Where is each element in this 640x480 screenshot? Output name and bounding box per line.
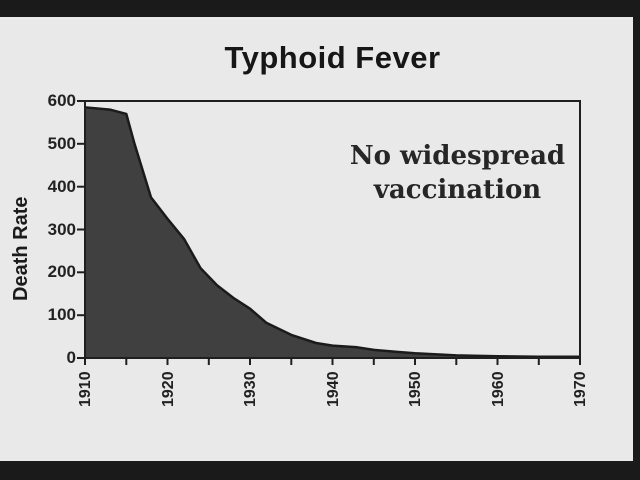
area-fill: [85, 107, 580, 359]
chart-title: Typhoid Fever: [224, 40, 441, 75]
y-tick-label: 200: [47, 262, 76, 282]
x-tick-label: 1960: [489, 371, 507, 407]
y-tick-label: 500: [47, 133, 76, 153]
y-tick-label: 300: [47, 219, 76, 239]
letterbox-right-bar: [633, 0, 640, 480]
letterbox-bottom-bar: [0, 461, 640, 480]
y-tick-label: 0: [66, 348, 76, 367]
annotation-line-1: No widespread: [349, 141, 566, 171]
letterbox-top-bar: [0, 0, 640, 17]
x-tick-label: 1930: [242, 371, 259, 407]
x-tick-label: 1940: [324, 371, 342, 407]
y-tick-label: 100: [47, 305, 76, 325]
curve-line: [84, 106, 580, 358]
y-tick-label: 400: [47, 176, 76, 196]
y-tick-label: 600: [47, 91, 76, 110]
x-tick-label: 1910: [77, 371, 94, 407]
annotation: No widespread vaccination: [345, 139, 570, 207]
annotation-line-2: vaccination: [373, 175, 542, 205]
x-tick-label: 1950: [407, 371, 424, 407]
x-tick-label: 1920: [159, 371, 177, 407]
x-tick-label: 1970: [572, 371, 589, 407]
